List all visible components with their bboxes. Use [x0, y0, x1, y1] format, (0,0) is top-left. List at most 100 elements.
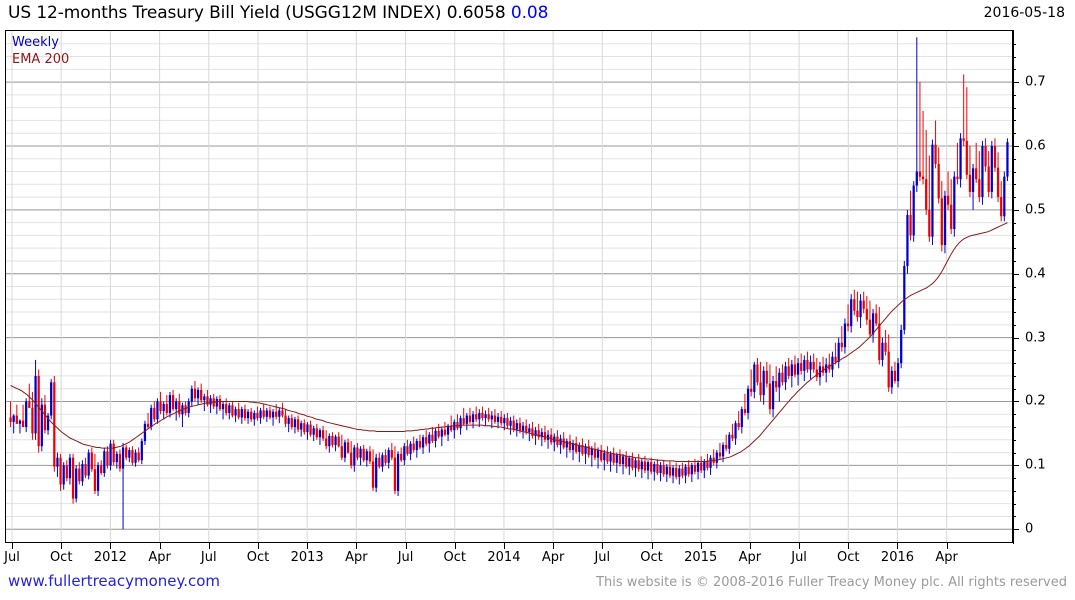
- x-axis-tick: [307, 543, 309, 549]
- y-axis-minor-tick: [1013, 222, 1016, 224]
- x-axis-tick: [651, 543, 653, 549]
- y-axis-minor-tick: [1013, 529, 1016, 531]
- x-axis-label: Oct: [49, 550, 73, 565]
- site-url[interactable]: www.fullertreacymoney.com: [8, 572, 221, 590]
- y-axis-minor-tick: [1013, 209, 1016, 211]
- x-axis-label: Oct: [837, 550, 860, 565]
- y-axis-minor-tick: [1013, 363, 1016, 365]
- x-axis-tick: [257, 543, 259, 549]
- x-axis-label: Apr: [541, 550, 565, 565]
- x-axis-tick: [454, 543, 456, 549]
- y-axis-minor-tick: [1013, 69, 1016, 71]
- y-axis-minor-tick: [1013, 286, 1016, 288]
- y-axis-minor-tick: [1013, 350, 1016, 352]
- y-axis-label: 0.6: [1025, 138, 1046, 154]
- x-axis-tick: [700, 543, 702, 549]
- y-axis-tick: [1013, 82, 1019, 84]
- copyright-notice: This website is © 2008-2016 Fuller Treac…: [596, 575, 1067, 590]
- y-axis-minor-tick: [1013, 120, 1016, 122]
- x-axis-label: Jul: [791, 550, 807, 565]
- y-axis-minor-tick: [1013, 503, 1016, 505]
- x-axis-tick: [503, 543, 505, 549]
- y-axis-label: 0.7: [1025, 74, 1046, 90]
- y-axis-tick: [1013, 337, 1019, 339]
- x-axis-label: Jul: [397, 550, 414, 565]
- y-axis-minor-tick: [1013, 388, 1016, 390]
- y-axis-minor-tick: [1013, 171, 1016, 173]
- x-axis-label: Apr: [148, 550, 171, 565]
- x-axis-tick: [159, 543, 161, 549]
- x-axis-tick: [12, 543, 13, 549]
- y-axis-label: 0.4: [1025, 266, 1046, 282]
- x-axis-label: 2013: [290, 550, 324, 565]
- y-axis-minor-tick: [1013, 516, 1016, 518]
- x-axis-tick: [405, 543, 407, 549]
- x-axis-tick: [749, 543, 751, 549]
- y-axis-minor-tick: [1013, 197, 1016, 199]
- y-axis-minor-tick: [1013, 452, 1016, 454]
- y-axis-minor-tick: [1013, 375, 1016, 377]
- y-axis-minor-tick: [1013, 478, 1016, 480]
- x-axis-label: 2015: [684, 550, 718, 565]
- y-axis-tick: [1013, 145, 1019, 147]
- x-axis-tick: [848, 543, 850, 549]
- chart-plot-area[interactable]: Weekly EMA 200: [5, 30, 1013, 543]
- x-axis-label: Apr: [935, 550, 958, 565]
- y-axis-minor-tick: [1013, 248, 1016, 250]
- candlestick-series: [9, 37, 1009, 530]
- x-axis-label: 2016: [880, 550, 915, 565]
- y-axis-tick: [1013, 465, 1019, 467]
- last-value: 0.6058: [446, 3, 506, 23]
- x-axis-tick: [356, 543, 358, 549]
- y-axis-label: 0: [1025, 521, 1034, 537]
- y-axis-minor-tick: [1013, 324, 1016, 326]
- x-axis-label: Jul: [594, 550, 611, 565]
- y-axis-minor-tick: [1013, 337, 1016, 339]
- y-axis-minor-tick: [1013, 312, 1016, 314]
- y-axis-tick: [1013, 529, 1019, 531]
- change-value: 0.08: [510, 3, 549, 23]
- y-axis-minor-tick: [1013, 82, 1016, 84]
- x-axis-tick: [208, 543, 210, 549]
- as-of-date: 2016-05-18: [983, 5, 1065, 21]
- y-axis: 0 0.1 0.2 0.3 0.4 0.5 0.6 0.7: [1013, 30, 1075, 545]
- y-axis-minor-tick: [1013, 427, 1016, 429]
- x-axis-label: Apr: [345, 550, 368, 565]
- x-axis-label: Jul: [4, 550, 20, 565]
- y-axis-minor-tick: [1013, 94, 1016, 96]
- y-axis-label: 0.5: [1025, 202, 1046, 218]
- y-axis-tick: [1013, 209, 1019, 211]
- x-axis-label: Apr: [738, 550, 762, 565]
- y-axis-minor-tick: [1013, 158, 1016, 160]
- x-axis-tick: [110, 543, 112, 549]
- y-axis-tick: [1013, 401, 1019, 403]
- chart-gridlines: [6, 31, 1012, 542]
- y-axis-minor-tick: [1013, 299, 1016, 301]
- y-axis-tick: [1013, 273, 1019, 275]
- y-axis-minor-tick: [1013, 414, 1016, 416]
- x-axis-tick: [602, 543, 604, 549]
- page-title: US 12-months Treasury Bill Yield (USGG12…: [8, 3, 548, 23]
- y-axis-label: 0.1: [1025, 457, 1046, 473]
- y-axis-minor-tick: [1013, 401, 1016, 403]
- y-axis-minor-tick: [1013, 439, 1016, 441]
- y-axis-minor-tick: [1013, 465, 1016, 467]
- y-axis-minor-tick: [1013, 273, 1016, 275]
- y-axis-minor-tick: [1013, 107, 1016, 109]
- x-axis-label: Oct: [246, 550, 270, 565]
- y-axis-minor-tick: [1013, 56, 1016, 58]
- y-axis-minor-tick: [1013, 235, 1016, 237]
- x-axis-label: 2014: [487, 550, 521, 565]
- y-axis-minor-tick: [1013, 490, 1016, 492]
- y-axis-label: 0.3: [1025, 330, 1046, 346]
- x-axis-tick: [61, 543, 63, 549]
- x-axis-label: Jul: [200, 550, 217, 565]
- x-axis-tick: [946, 543, 948, 549]
- x-axis: Jul Oct 2012 Apr Jul Oct 2013 Apr Jul Oct 2014 Apr J…: [4, 543, 1014, 567]
- chart-header: US 12-months Treasury Bill Yield (USGG12…: [0, 0, 1075, 27]
- x-axis-tick: [897, 543, 899, 549]
- y-axis-minor-tick: [1013, 133, 1016, 135]
- x-axis-tick: [799, 543, 801, 549]
- y-axis-label: 0.2: [1025, 393, 1046, 409]
